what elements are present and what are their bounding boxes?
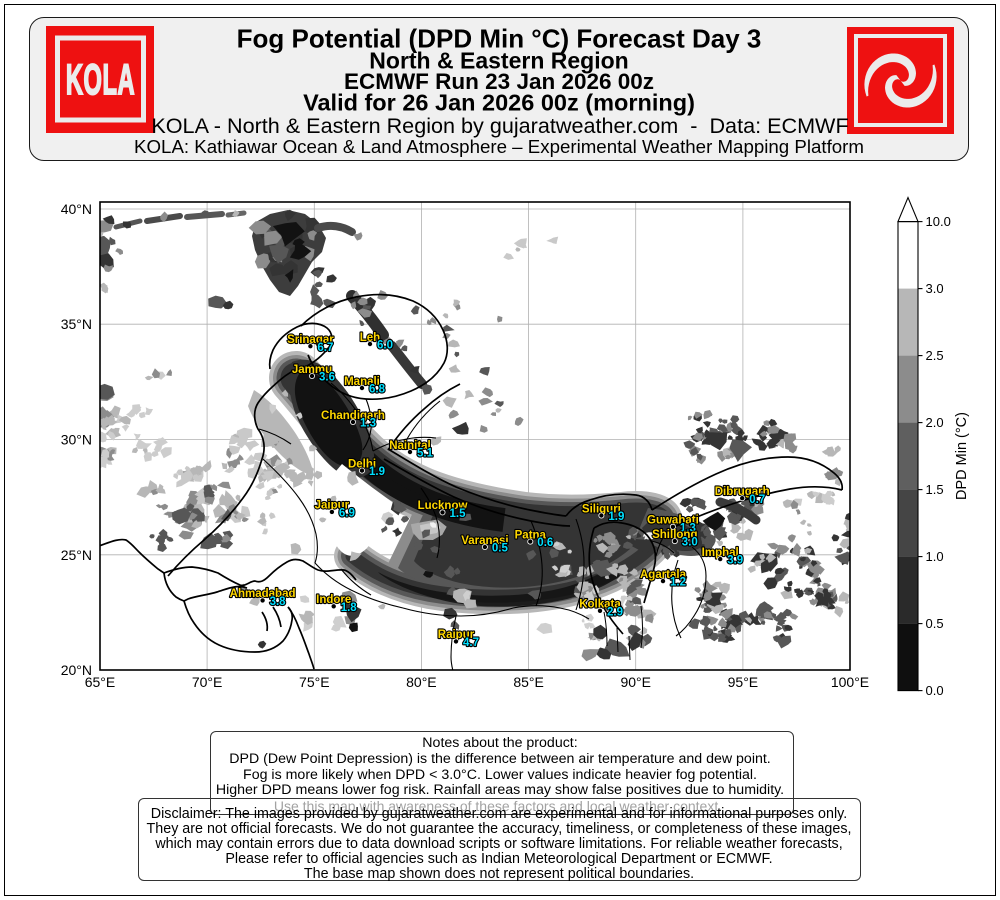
svg-text:Shillong: Shillong [652, 529, 697, 541]
svg-text:1.3: 1.3 [360, 418, 376, 430]
svg-text:KOLA: KOLA [66, 57, 135, 104]
svg-text:25°N: 25°N [61, 547, 92, 563]
svg-text:6.8: 6.8 [369, 384, 386, 396]
svg-text:30°N: 30°N [61, 432, 92, 448]
svg-text:3.0: 3.0 [682, 537, 698, 549]
svg-text:6.7: 6.7 [317, 342, 333, 354]
svg-text:DPD Min (°C): DPD Min (°C) [954, 412, 970, 500]
svg-text:0.7: 0.7 [749, 494, 765, 506]
svg-text:Agartala: Agartala [640, 569, 687, 581]
svg-text:1.5: 1.5 [926, 482, 944, 497]
svg-text:5.1: 5.1 [417, 448, 434, 460]
svg-text:10.0: 10.0 [926, 214, 951, 229]
svg-text:Chandigarh: Chandigarh [321, 410, 385, 422]
svg-text:6.0: 6.0 [377, 340, 393, 352]
svg-text:Siliguri: Siliguri [582, 503, 621, 515]
svg-text:3.6: 3.6 [319, 372, 335, 384]
svg-text:70°E: 70°E [192, 674, 223, 690]
svg-text:0.5: 0.5 [492, 543, 509, 555]
svg-text:Nainital: Nainital [389, 440, 431, 452]
svg-text:35°N: 35°N [61, 316, 92, 332]
svg-text:20°N: 20°N [61, 662, 92, 678]
svg-text:95°E: 95°E [728, 674, 759, 690]
svg-text:1.0: 1.0 [926, 549, 944, 564]
svg-text:Patna: Patna [515, 529, 547, 541]
svg-text:Guwahati: Guwahati [647, 515, 699, 527]
svg-text:Imphal: Imphal [702, 547, 739, 559]
svg-text:4.7: 4.7 [463, 637, 479, 649]
svg-text:100°E: 100°E [831, 674, 869, 690]
svg-text:2.0: 2.0 [926, 415, 944, 430]
svg-text:3.0: 3.0 [926, 281, 944, 296]
svg-text:Jaipur: Jaipur [315, 500, 350, 512]
svg-text:40°N: 40°N [61, 201, 92, 217]
svg-text:85°E: 85°E [513, 674, 544, 690]
svg-text:Leh: Leh [360, 332, 380, 344]
svg-text:1.9: 1.9 [608, 511, 624, 523]
svg-text:Manali: Manali [344, 376, 380, 388]
svg-text:Varanasi: Varanasi [461, 535, 508, 547]
svg-text:Dibrugarh: Dibrugarh [715, 486, 770, 498]
svg-text:Kolkata: Kolkata [579, 599, 621, 611]
svg-text:1.2: 1.2 [670, 577, 686, 589]
svg-text:1.8: 1.8 [341, 602, 358, 614]
svg-text:1.3: 1.3 [680, 522, 696, 534]
svg-text:Srinagar: Srinagar [287, 334, 334, 346]
svg-text:3.9: 3.9 [727, 555, 743, 567]
svg-text:0.6: 0.6 [537, 537, 553, 549]
svg-text:2.9: 2.9 [607, 606, 623, 618]
svg-text:6.9: 6.9 [339, 508, 355, 520]
svg-text:Indore: Indore [316, 594, 351, 606]
svg-text:65°E: 65°E [85, 674, 116, 690]
svg-text:Raipur: Raipur [438, 629, 475, 641]
svg-text:3.8: 3.8 [270, 596, 287, 608]
svg-text:1.5: 1.5 [450, 508, 467, 520]
svg-text:75°E: 75°E [299, 674, 330, 690]
svg-text:0.0: 0.0 [926, 683, 944, 698]
svg-text:Lucknow: Lucknow [418, 500, 468, 512]
svg-text:1.9: 1.9 [369, 466, 385, 478]
svg-text:Delhi: Delhi [348, 458, 376, 470]
svg-text:Ahmadabad: Ahmadabad [230, 588, 296, 600]
svg-text:80°E: 80°E [406, 674, 437, 690]
svg-text:2.5: 2.5 [926, 348, 944, 363]
svg-text:Jammu: Jammu [292, 364, 332, 376]
svg-text:0.5: 0.5 [926, 616, 944, 631]
svg-text:90°E: 90°E [620, 674, 651, 690]
